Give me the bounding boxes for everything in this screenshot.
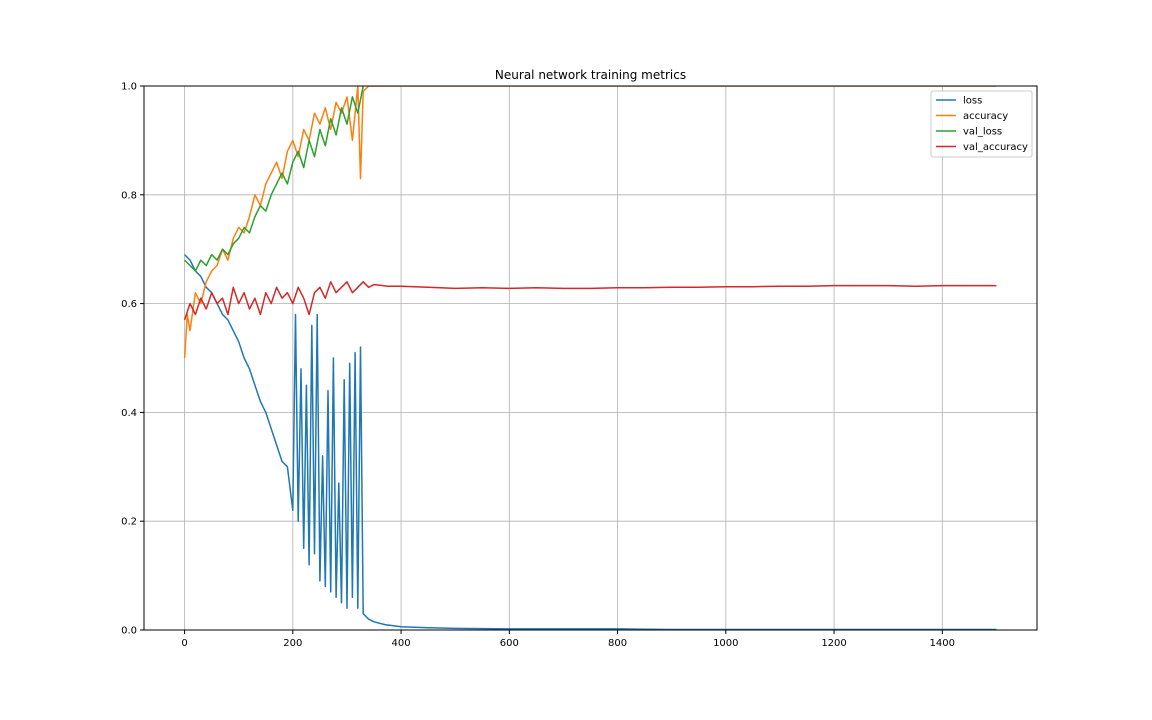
y-tick-label: 0.0 <box>121 626 137 637</box>
series-lines <box>183 86 997 630</box>
x-axis-ticks: 0 200 400 600 800 1000 1200 1400 <box>181 630 955 649</box>
y-tick-label: 0.8 <box>121 190 137 201</box>
y-tick-label: 0.4 <box>121 408 137 419</box>
chart-title: Neural network training metrics <box>495 68 686 82</box>
x-tick-label: 1400 <box>930 638 955 649</box>
series-val-accuracy-line <box>183 281 997 321</box>
x-tick-label: 200 <box>283 638 302 649</box>
legend-box <box>930 90 1033 158</box>
plot-frame <box>143 85 1038 631</box>
x-tick-label: 600 <box>500 638 519 649</box>
legend-label: val_accuracy <box>963 142 1028 153</box>
series-val-loss-line <box>184 86 364 272</box>
series-loss-line <box>184 254 997 630</box>
legend-label: loss <box>963 96 982 107</box>
y-tick-label: 0.2 <box>121 517 137 528</box>
legend-label: val_loss <box>963 127 1002 138</box>
x-tick-label: 1200 <box>821 638 846 649</box>
x-tick-label: 400 <box>392 638 411 649</box>
x-tick-label: 1000 <box>713 638 738 649</box>
legend: loss accuracy val_loss val_accuracy <box>930 90 1033 158</box>
y-axis-ticks: 0.0 0.2 0.4 0.6 0.8 1.0 <box>121 82 144 637</box>
series-accuracy-line <box>183 86 997 359</box>
x-tick-label: 0 <box>181 638 187 649</box>
y-tick-label: 0.6 <box>121 299 137 310</box>
legend-label: accuracy <box>963 111 1008 122</box>
y-tick-label: 1.0 <box>121 82 137 93</box>
x-tick-label: 800 <box>608 638 627 649</box>
